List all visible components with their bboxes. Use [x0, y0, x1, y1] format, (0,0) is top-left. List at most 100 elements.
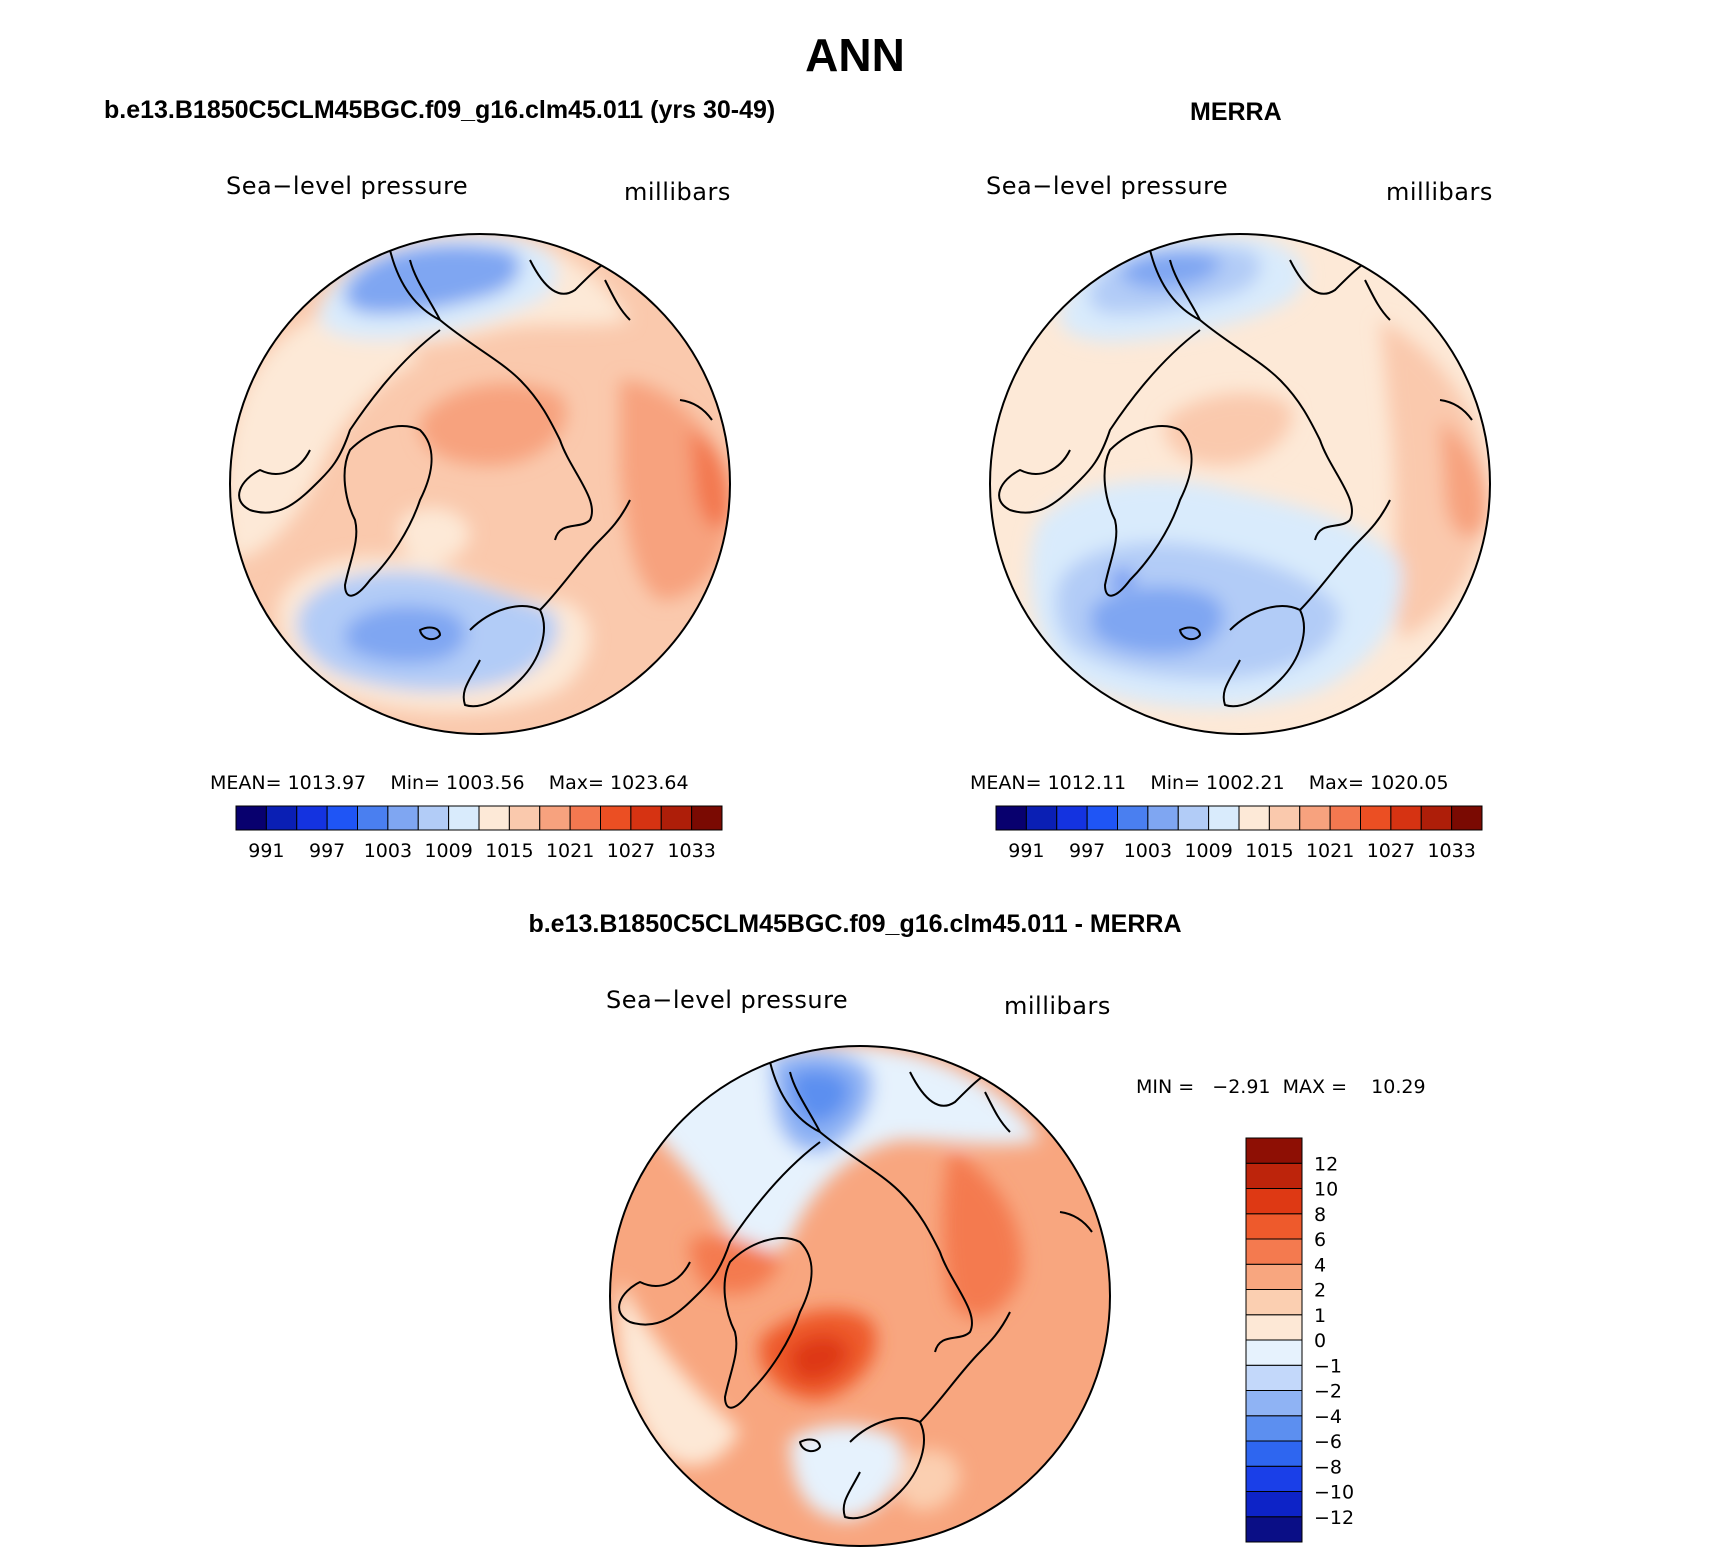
colorbar3-tick-label: −12 — [1314, 1507, 1354, 1529]
map1-coast-scandinavia — [462, 605, 545, 708]
panel3-variable: Sea−level pressure — [606, 986, 849, 1014]
colorbar-panel1: 991 997 1003 1009 1015 1021 1027 1033 — [235, 805, 723, 862]
colorbar3-tick-label: 4 — [1314, 1254, 1326, 1276]
colorbar3-tick-label: 6 — [1314, 1229, 1326, 1251]
map-panel3 — [609, 1045, 1111, 1547]
panel2-mean: 1012.11 — [1047, 772, 1127, 794]
colorbar3-tick-label: −8 — [1314, 1456, 1342, 1478]
colorbar3-swatch — [1245, 1465, 1303, 1492]
colorbar1-swatch — [357, 805, 389, 831]
map2-coast-siberia — [1299, 499, 1391, 611]
panel3-max-label: MAX = — [1282, 1076, 1347, 1098]
colorbar2-swatch — [1238, 805, 1270, 831]
colorbar1-swatch — [265, 805, 298, 831]
panel1-variable: Sea−level pressure — [226, 172, 469, 200]
colorbar2-swatch — [1268, 805, 1301, 831]
colorbar3-tick-label: −1 — [1314, 1355, 1342, 1377]
panel2-title: MERRA — [1190, 98, 1282, 126]
colorbar1-swatch — [569, 805, 601, 831]
map-panel1 — [229, 233, 731, 735]
colorbar1-tick-label: 1015 — [485, 840, 533, 862]
colorbar3-tick-label: −4 — [1314, 1406, 1342, 1428]
panel1-max-label: Max= — [548, 772, 604, 794]
colorbar1-tick-label: 1009 — [424, 840, 472, 862]
panel1-stats: MEAN= 1013.97 Min= 1003.56 Max= 1023.64 — [210, 772, 689, 794]
map3-coastlines — [618, 1061, 1093, 1520]
map3-field-siberia-pos — [942, 1150, 1022, 1318]
map1-coastlines — [238, 249, 713, 708]
colorbar1-swatch — [387, 805, 419, 831]
map-panel2 — [989, 233, 1491, 735]
colorbar3-tick-label: 1 — [1314, 1305, 1326, 1327]
map2-coast-greenland — [1103, 425, 1193, 597]
panel2-stats: MEAN= 1012.11 Min= 1002.21 Max= 1020.05 — [970, 772, 1449, 794]
map3-coast-east-asia — [909, 1071, 1011, 1133]
map1-field-arctic-high — [419, 383, 567, 466]
panel3-title: b.e13.B1850C5CLM45BGC.f09_g16.clm45.011 … — [528, 910, 1182, 938]
panel2-units: millibars — [1386, 178, 1493, 206]
colorbar1-tick-label: 1021 — [546, 840, 594, 862]
colorbar3-swatch — [1245, 1137, 1303, 1164]
map1-coast-asia-pacific — [389, 249, 593, 541]
map3-field-atlantic-edge — [616, 1280, 740, 1466]
map1-border — [229, 233, 731, 735]
panel2-mean-label: MEAN= — [970, 772, 1042, 794]
map1-coast-north-america — [238, 329, 441, 514]
colorbar1-tick-label: 1003 — [364, 840, 412, 862]
colorbar2-swatch — [1086, 805, 1118, 831]
map2-coast-sakhalin — [1439, 399, 1473, 421]
colorbar3-swatch — [1245, 1238, 1303, 1265]
colorbar1-swatch — [235, 805, 267, 831]
colorbar3-swatch — [1245, 1188, 1303, 1215]
colorbar3-swatch — [1245, 1213, 1303, 1240]
colorbar1-swatch — [539, 805, 571, 831]
colorbar1-swatch — [691, 805, 723, 831]
map1-coast-iceland — [419, 626, 441, 641]
map2-field-siberian-outer — [1380, 320, 1490, 640]
map2-coast-scandinavia — [1222, 605, 1305, 708]
panel3-units: millibars — [1004, 992, 1111, 1020]
colorbar2-tick-label: 991 — [1008, 840, 1044, 862]
panel2-variable: Sea−level pressure — [986, 172, 1229, 200]
colorbar3-tick-label: 2 — [1314, 1280, 1326, 1302]
map1-coast-sakhalin — [679, 399, 713, 421]
colorbar2-swatch — [1299, 805, 1331, 831]
map3-coast-siberia — [919, 1311, 1011, 1423]
colorbar2-tick-label: 1027 — [1367, 840, 1415, 862]
map3-coast-greenland — [723, 1237, 813, 1409]
colorbar2-swatch — [1420, 805, 1453, 831]
colorbar1-tick-label: 997 — [309, 840, 345, 862]
colorbar3-swatch — [1245, 1415, 1303, 1442]
colorbar2-tick-label: 1009 — [1184, 840, 1232, 862]
colorbar1-swatch — [478, 805, 510, 831]
map1-field-icelandic-low — [345, 605, 467, 664]
map1-coast-east-asia — [529, 259, 631, 321]
map1-field-west — [230, 313, 420, 560]
map2-coast-asia-pacific — [1149, 249, 1353, 541]
colorbar3-swatch — [1245, 1390, 1303, 1417]
map3-coast-asia-pacific — [769, 1061, 973, 1353]
panel2-max-label: Max= — [1308, 772, 1364, 794]
colorbar1-tick-label: 1033 — [667, 840, 715, 862]
colorbar1-swatch — [600, 805, 632, 831]
panel1-title: b.e13.B1850C5CLM45BGC.f09_g16.clm45.011 … — [104, 96, 776, 124]
colorbar3-swatch — [1245, 1339, 1303, 1366]
colorbar3-tick-label: 12 — [1314, 1153, 1338, 1175]
map2-field-icelandic-low — [1090, 586, 1224, 655]
colorbar3-tick-label: −2 — [1314, 1381, 1342, 1403]
colorbar2-swatch — [1208, 805, 1240, 831]
colorbar3-tick-label: 0 — [1314, 1330, 1326, 1352]
main-title: ANN — [805, 29, 905, 81]
map3-field-europe-pos — [900, 1449, 960, 1511]
colorbar2-swatch — [1451, 805, 1483, 831]
colorbar3-swatch — [1245, 1289, 1303, 1316]
map1-field-siberian-high — [620, 380, 730, 600]
colorbar2-swatch — [1360, 805, 1392, 831]
colorbar2-swatch — [1056, 805, 1088, 831]
panel1-max: 1023.64 — [610, 772, 689, 794]
map2-coast-north-america — [998, 329, 1201, 514]
colorbar3-tick-label: −6 — [1314, 1431, 1342, 1453]
colorbar3-tick-label: 10 — [1314, 1179, 1338, 1201]
colorbar3-swatch — [1245, 1440, 1303, 1467]
